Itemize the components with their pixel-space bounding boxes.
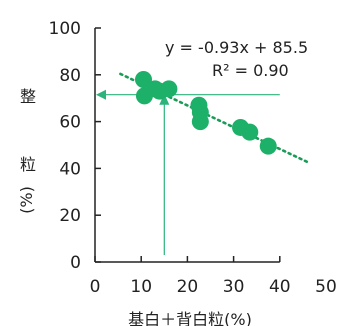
data-points: [135, 70, 277, 155]
data-point: [135, 70, 153, 88]
y-axis-title-char-1: 整: [20, 87, 36, 106]
x-tick-label: 20: [177, 277, 199, 297]
x-tick-label: 30: [223, 277, 245, 297]
x-axis-title: 基白＋背白粒(%): [128, 310, 252, 326]
horizontal-reference-arrowhead: [96, 89, 106, 100]
vertical-reference-arrowhead: [159, 93, 170, 105]
y-tick-label: 80: [59, 66, 81, 86]
equation-label: y = -0.93x + 85.5: [165, 38, 308, 57]
y-axis-title-char-2: 粒: [20, 155, 36, 174]
y-tick-label: 60: [59, 113, 81, 133]
y-tick-label: 100: [49, 19, 81, 39]
data-point: [241, 123, 259, 141]
r-squared-label: R² = 0.90: [212, 61, 289, 80]
x-tick-label: 50: [315, 277, 337, 297]
axes: 0 20 40 60 80 100 0 10 20 30 40 50: [49, 19, 337, 297]
y-tick-label: 0: [70, 253, 81, 273]
y-axis-title-char-3: (%): [17, 186, 36, 214]
y-tick-label: 40: [59, 159, 81, 179]
data-point: [191, 113, 209, 131]
x-tick-label: 10: [130, 277, 152, 297]
y-tick-label: 20: [59, 206, 81, 226]
labels: y = -0.93x + 85.5 R² = 0.90 基白＋背白粒(%) 整 …: [17, 38, 308, 326]
data-point: [160, 80, 178, 98]
reference-lines: [96, 89, 280, 255]
data-point: [259, 137, 277, 155]
x-tick-label: 0: [90, 277, 101, 297]
x-tick-label: 40: [269, 277, 291, 297]
